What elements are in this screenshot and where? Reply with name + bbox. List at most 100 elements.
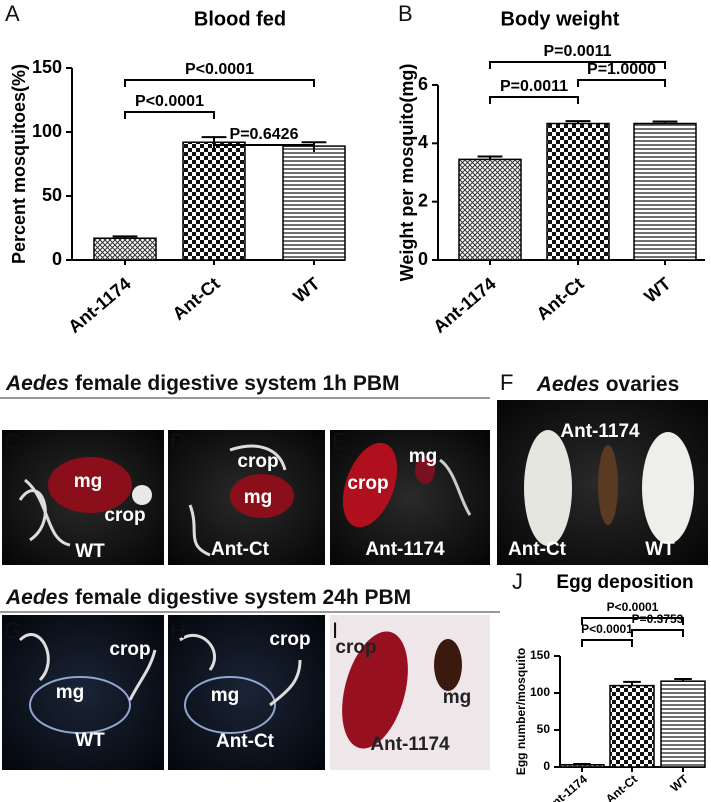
photo-label: Ant-1174 xyxy=(370,734,450,755)
y-tick-label: 150 xyxy=(32,57,62,77)
photo-label: crop xyxy=(347,473,388,494)
y-tick-label: 50 xyxy=(537,722,551,736)
significance-bracket xyxy=(489,61,666,69)
crop xyxy=(342,442,398,528)
gut-tube xyxy=(18,633,157,701)
panel-letter: H xyxy=(170,618,186,643)
x-tick-label: Ant-1174 xyxy=(64,273,134,337)
photo-label: crop xyxy=(109,639,150,660)
panel-letter: G xyxy=(4,618,21,643)
photo-label: mg xyxy=(56,682,85,703)
title-text: ovaries xyxy=(606,373,680,396)
significance-bracket xyxy=(581,639,633,647)
bar xyxy=(458,158,522,261)
panel-letter: F xyxy=(500,370,513,395)
photo-label: Ant-1174 xyxy=(560,421,640,442)
significance-bracket xyxy=(124,111,215,119)
significance-bracket xyxy=(213,144,315,152)
bar xyxy=(559,764,605,768)
bar xyxy=(282,145,346,261)
chart-title: Egg deposition xyxy=(556,572,693,593)
y-tick-label: 100 xyxy=(32,121,62,141)
photo xyxy=(168,615,325,770)
panel-letter: J xyxy=(512,569,523,594)
significance-label: P=1.0000 xyxy=(587,61,656,78)
gut-tube xyxy=(18,478,71,547)
gut-tube xyxy=(188,444,287,557)
midgut xyxy=(230,474,294,518)
heading-italic: Aedes xyxy=(5,372,69,395)
section-heading: Aedes female digestive system 1h PBM xyxy=(5,372,400,395)
error-bar xyxy=(573,763,591,766)
photo-label: WT xyxy=(75,541,105,562)
panel-letter: E xyxy=(332,429,347,454)
significance-bracket xyxy=(577,79,666,87)
y-tick-label: 150 xyxy=(530,648,550,662)
panel-letter: I xyxy=(332,618,338,643)
error-bar xyxy=(623,680,641,686)
crop xyxy=(342,631,408,749)
crop xyxy=(132,485,152,505)
bar xyxy=(182,141,246,261)
y-axis-label: Egg number/mosquito xyxy=(514,648,528,775)
significance-label: P<0.0001 xyxy=(581,622,633,636)
y-tick-label: 100 xyxy=(530,685,550,699)
midgut xyxy=(184,676,276,734)
y-tick-label: 4 xyxy=(418,132,428,152)
bar xyxy=(660,680,706,768)
significance-label: P<0.0001 xyxy=(607,600,659,614)
y-tick-label: 6 xyxy=(418,74,428,94)
y-axis-label: Weight per mosquito(mg) xyxy=(397,64,417,282)
midgut xyxy=(48,457,132,513)
midgut xyxy=(29,676,131,734)
x-tick-label: WT xyxy=(668,772,692,795)
photo-label: crop xyxy=(104,505,145,526)
photo-label: mg xyxy=(244,487,273,508)
photo-label: WT xyxy=(645,539,675,560)
error-bar xyxy=(652,120,678,124)
y-tick-label: 0 xyxy=(418,249,428,269)
error-bar xyxy=(201,136,227,143)
photo-label: mg xyxy=(74,471,103,492)
photo-label: mg xyxy=(443,687,472,708)
y-tick-label: 50 xyxy=(42,185,62,205)
significance-label: P=0.3753 xyxy=(632,612,684,626)
x-tick-label: Ant-Ct xyxy=(603,772,640,802)
error-bar xyxy=(112,235,138,239)
bar xyxy=(93,237,157,261)
x-tick-label: Ant-1174 xyxy=(543,772,591,802)
panel-letter: D xyxy=(170,429,186,454)
chart-title: Body weight xyxy=(501,8,620,30)
y-tick-label: 0 xyxy=(52,249,62,269)
bar xyxy=(609,684,655,768)
gut-tube xyxy=(439,458,472,516)
ovary xyxy=(598,445,618,525)
midgut xyxy=(434,639,462,691)
midgut xyxy=(415,456,435,484)
panel-letter: B xyxy=(398,1,413,26)
heading-text: female digestive system 1h PBM xyxy=(75,372,399,395)
y-tick-label: 0 xyxy=(543,759,550,773)
significance-label: P=0.0011 xyxy=(543,43,611,60)
gut-tube xyxy=(179,633,302,707)
error-bar xyxy=(674,677,692,682)
x-tick-label: Ant-Ct xyxy=(533,273,588,324)
chart-title: Blood fed xyxy=(194,8,286,30)
photo-label: crop xyxy=(269,629,310,650)
significance-label: P<0.0001 xyxy=(185,61,254,78)
bar xyxy=(633,122,697,261)
significance-label: P=0.0011 xyxy=(500,78,568,95)
heading-text: female digestive system 24h PBM xyxy=(75,586,411,609)
photo-label: crop xyxy=(237,451,278,472)
significance-bracket xyxy=(581,617,684,625)
significance-label: P<0.0001 xyxy=(135,93,204,110)
x-tick-label: Ant-Ct xyxy=(169,273,224,324)
significance-label: P=0.6426 xyxy=(230,126,299,143)
significance-bracket xyxy=(124,79,315,87)
photo-label: mg xyxy=(211,685,240,706)
x-tick-label: WT xyxy=(640,273,674,306)
significance-bracket xyxy=(489,96,579,104)
title-italic: Aedes xyxy=(536,373,600,396)
significance-bracket xyxy=(631,629,684,637)
